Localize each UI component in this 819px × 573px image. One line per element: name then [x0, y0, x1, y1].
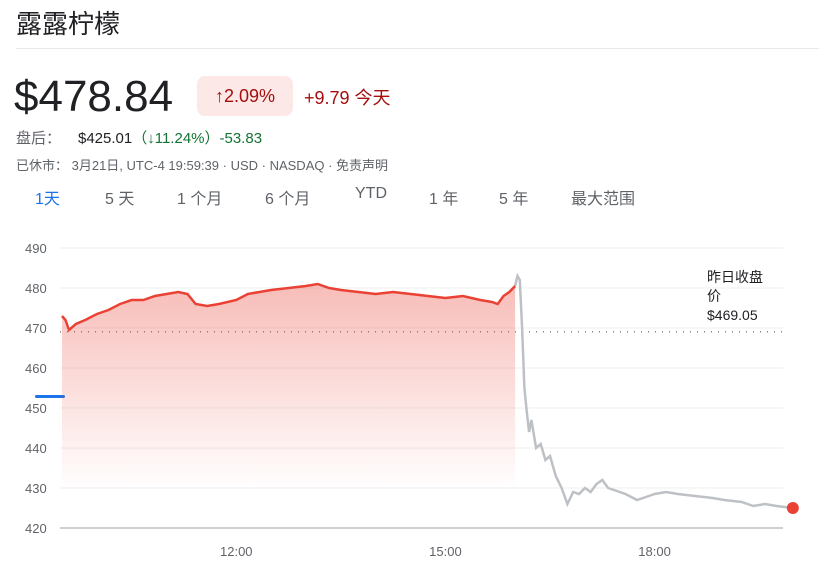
- previous-close-label: 昨日收盘 价 $469.05: [707, 268, 763, 325]
- x-tick-label: 18:00: [638, 544, 671, 559]
- tab-5d[interactable]: 5 天: [105, 191, 135, 208]
- y-tick-label: 460: [25, 361, 47, 376]
- tab-1y[interactable]: 1 年: [429, 191, 459, 208]
- tab-1m[interactable]: 1 个月: [177, 191, 223, 208]
- stock-title: 露露柠檬: [16, 9, 121, 39]
- last-point-marker: [786, 501, 799, 514]
- y-tick-label: 440: [25, 441, 47, 456]
- previous-close-text: 昨日收盘: [707, 269, 763, 285]
- after-hours-pct: （↓11.24%）: [132, 130, 220, 147]
- previous-close-text-2: 价: [707, 288, 721, 304]
- after-hours-values: $425.01（↓11.24%）-53.83: [78, 127, 262, 148]
- percent-change-badge: ↑2.09%: [197, 76, 293, 116]
- market-status: 已休市： 3月21日, UTC-4 19:59:39 · USD · NASDA…: [16, 158, 389, 173]
- regular-session-line: [61, 282, 516, 333]
- tab-5y[interactable]: 5 年: [499, 191, 529, 208]
- after-hours-line: [513, 272, 793, 510]
- tab-6m[interactable]: 6 个月: [265, 191, 311, 208]
- y-tick-label: 480: [25, 281, 47, 296]
- tab-ytd[interactable]: YTD: [355, 185, 387, 202]
- active-tab-underline: [35, 395, 65, 398]
- after-hours-price: $425.01: [78, 130, 133, 147]
- y-tick-label: 450: [25, 401, 47, 416]
- previous-close-value: $469.05: [707, 307, 758, 323]
- tab-1d[interactable]: 1天: [35, 191, 60, 208]
- x-tick-label: 12:00: [220, 544, 253, 559]
- after-hours-row: 盘后： $425.01（↓11.24%）-53.83: [16, 127, 262, 148]
- y-tick-label: 420: [25, 521, 47, 536]
- day-change: +9.79 今天: [304, 88, 391, 108]
- y-tick-label: 490: [25, 241, 47, 256]
- after-hours-change: -53.83: [219, 130, 263, 147]
- divider: [16, 48, 819, 49]
- price-chart[interactable]: 490 480 470 460 450 440 430 420 12:00 15:00 18:00: [0, 230, 819, 573]
- regular-session-area: [62, 284, 516, 490]
- y-tick-label: 430: [25, 481, 47, 496]
- current-price: $478.84: [14, 72, 174, 121]
- after-hours-label: 盘后：: [16, 130, 62, 147]
- tab-max[interactable]: 最大范围: [571, 191, 636, 208]
- x-tick-label: 15:00: [429, 544, 462, 559]
- y-tick-label: 470: [25, 321, 47, 336]
